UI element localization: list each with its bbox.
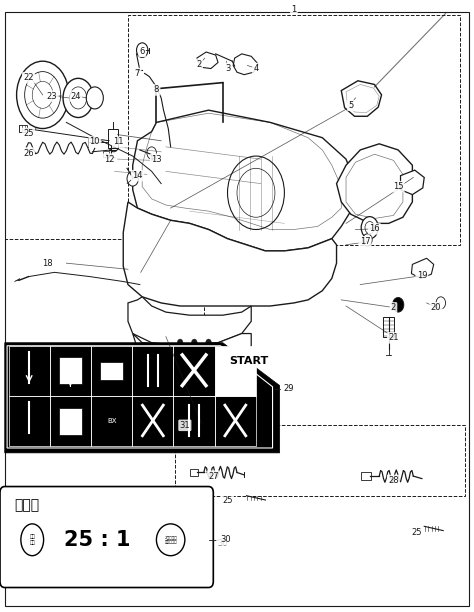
Text: 27: 27 — [208, 472, 219, 480]
Text: 7: 7 — [135, 69, 140, 78]
Text: 23: 23 — [47, 92, 57, 100]
Circle shape — [206, 339, 211, 346]
Circle shape — [191, 339, 197, 346]
Bar — [132, 396, 173, 446]
Ellipse shape — [156, 524, 185, 556]
Polygon shape — [133, 334, 251, 373]
Text: 4: 4 — [253, 64, 259, 73]
Bar — [50, 346, 91, 396]
Text: 17: 17 — [360, 237, 370, 246]
Text: 10: 10 — [90, 138, 100, 146]
Text: 28: 28 — [388, 476, 399, 485]
Text: 12: 12 — [104, 155, 114, 163]
Bar — [100, 362, 123, 380]
Text: 5: 5 — [348, 101, 354, 110]
Text: 19: 19 — [417, 271, 427, 280]
Polygon shape — [142, 361, 246, 390]
Circle shape — [179, 413, 195, 434]
Text: 16: 16 — [369, 225, 380, 233]
Text: 25 : 1: 25 : 1 — [64, 530, 130, 550]
Bar — [128, 15, 460, 245]
Text: 29: 29 — [284, 384, 294, 393]
Text: 燃料は: 燃料は — [14, 498, 39, 512]
Bar — [173, 346, 215, 396]
Text: START: START — [229, 356, 268, 366]
Circle shape — [137, 43, 148, 58]
Circle shape — [86, 87, 103, 109]
Circle shape — [147, 147, 156, 159]
Circle shape — [392, 297, 404, 312]
Text: 24: 24 — [71, 92, 81, 100]
Bar — [175, 425, 465, 496]
Polygon shape — [341, 81, 382, 116]
Bar — [9, 396, 50, 446]
Text: 21: 21 — [388, 334, 399, 342]
Text: 31: 31 — [180, 421, 190, 430]
Text: 25: 25 — [412, 528, 422, 537]
Bar — [103, 151, 109, 157]
Circle shape — [70, 87, 87, 109]
Text: 18: 18 — [42, 259, 53, 267]
Polygon shape — [337, 144, 412, 223]
Polygon shape — [401, 170, 424, 195]
Bar — [91, 346, 132, 396]
Circle shape — [63, 78, 93, 118]
Circle shape — [177, 339, 183, 346]
Bar — [19, 125, 27, 132]
Ellipse shape — [21, 524, 44, 556]
Bar — [9, 346, 50, 396]
Text: 6: 6 — [139, 47, 145, 56]
Text: 30: 30 — [220, 536, 230, 544]
FancyBboxPatch shape — [0, 487, 213, 588]
Bar — [132, 346, 173, 396]
Circle shape — [17, 61, 69, 129]
Text: BX: BX — [107, 418, 117, 424]
Polygon shape — [123, 202, 337, 306]
Text: 29: 29 — [284, 384, 294, 393]
Text: 13: 13 — [151, 155, 162, 163]
Text: 1: 1 — [291, 5, 297, 13]
Bar — [361, 472, 371, 480]
Text: 2: 2 — [391, 304, 396, 312]
Bar — [215, 346, 256, 396]
Circle shape — [363, 234, 372, 246]
Polygon shape — [411, 258, 434, 278]
Bar — [383, 317, 394, 337]
Text: 1: 1 — [291, 6, 297, 15]
Text: 8: 8 — [154, 86, 159, 94]
Text: 2サイクル
混合オイル: 2サイクル 混合オイル — [164, 536, 177, 544]
Bar — [91, 396, 132, 446]
Text: 2: 2 — [196, 60, 202, 69]
Text: 11: 11 — [113, 138, 124, 146]
Bar — [50, 396, 91, 446]
Text: ガソ
リン: ガソ リン — [29, 534, 35, 545]
Polygon shape — [233, 54, 258, 75]
Polygon shape — [14, 278, 20, 282]
Text: 25: 25 — [222, 496, 233, 505]
Polygon shape — [5, 343, 280, 453]
Text: 20: 20 — [431, 304, 441, 312]
Circle shape — [361, 217, 378, 239]
Text: 25: 25 — [23, 129, 34, 138]
Bar — [59, 408, 82, 435]
Text: 3: 3 — [225, 64, 230, 73]
Bar — [108, 129, 118, 148]
Polygon shape — [197, 52, 218, 69]
Bar — [59, 357, 82, 384]
Text: 30: 30 — [218, 539, 228, 548]
Circle shape — [436, 297, 446, 309]
Text: 26: 26 — [23, 149, 34, 157]
Bar — [173, 396, 215, 446]
Bar — [5, 239, 204, 431]
Bar — [190, 469, 198, 476]
Polygon shape — [128, 297, 251, 346]
Text: 15: 15 — [393, 182, 403, 191]
Bar — [215, 396, 256, 446]
Polygon shape — [7, 346, 273, 448]
Text: 22: 22 — [23, 73, 34, 82]
Polygon shape — [133, 110, 356, 251]
Text: 14: 14 — [132, 171, 143, 180]
Circle shape — [127, 171, 138, 186]
